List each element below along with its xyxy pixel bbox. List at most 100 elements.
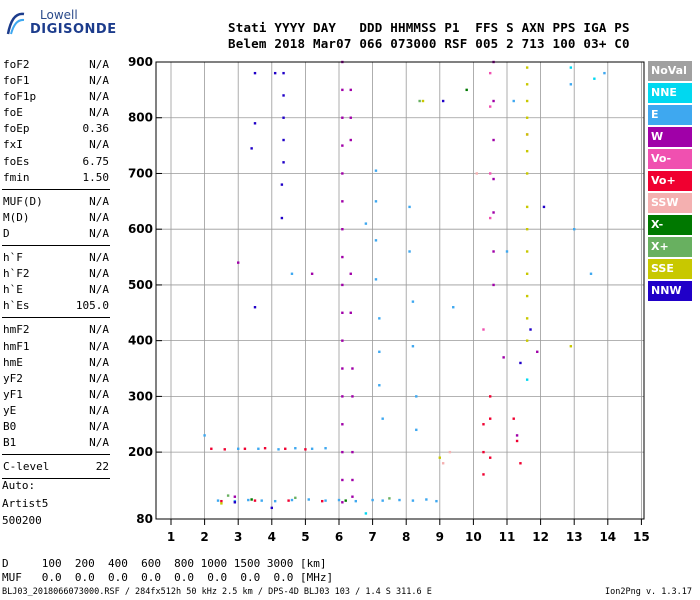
data-point-e (411, 300, 415, 303)
logo-top-text: Lowell (40, 8, 78, 22)
logo-bottom-text: DIGISONDE (30, 22, 117, 37)
data-point-nnw (282, 116, 285, 119)
parameter-row: M(D) N/A (2, 210, 110, 226)
parameter-name: h`F (3, 251, 23, 265)
data-point-nnw (282, 161, 285, 164)
data-point-ssw (475, 172, 478, 175)
parameter-value: N/A (89, 267, 109, 281)
data-point-nnw (270, 506, 273, 510)
plot-frame (155, 61, 645, 520)
data-point-sse (525, 250, 529, 253)
file-id-line: BLJ03_2018066073000.RSF / 284fx512h 50 k… (2, 587, 432, 597)
parameter-value: N/A (89, 403, 109, 417)
data-point-w (233, 495, 237, 498)
data-point-x- (465, 88, 468, 92)
data-point-w (351, 450, 354, 454)
plot-data-points (203, 60, 606, 515)
parameter-name: fmin (3, 170, 30, 184)
data-point-vo- (482, 423, 485, 426)
data-point-sse (525, 99, 529, 103)
y-tick-label: 500 (128, 278, 153, 292)
parameter-row: yF2 N/A (2, 371, 110, 387)
data-point-vo- (489, 172, 492, 175)
data-point-e (378, 350, 381, 354)
parameter-row: foF1p N/A (2, 89, 110, 105)
data-point-e (378, 384, 381, 387)
data-point-w (341, 311, 344, 314)
x-tick-label: 15 (633, 530, 650, 544)
data-point-x- (418, 99, 421, 103)
legend-item: NNE (648, 83, 692, 103)
data-point-e (425, 498, 428, 501)
data-point-e (257, 447, 260, 450)
header-values-row: Belem 2018 Mar07 066 073000 RSF 005 2 71… (228, 36, 630, 51)
x-tick-label: 13 (566, 530, 583, 544)
data-point-nne (364, 512, 368, 515)
data-point-sse (525, 227, 529, 231)
data-point-vo- (284, 447, 287, 450)
parameter-value: N/A (89, 387, 109, 401)
data-point-x- (250, 498, 253, 501)
data-point-sse (525, 205, 529, 209)
data-point-e (354, 499, 357, 503)
data-point-sse (525, 339, 529, 342)
data-point-vo- (489, 105, 492, 108)
x-tick-label: 10 (465, 530, 482, 544)
muf-row: MUF 0.0 0.0 0.0 0.0 0.0 0.0 0.0 0.0 [MHz… (2, 571, 334, 584)
data-point-e (408, 205, 411, 209)
parameter-value: N/A (89, 74, 109, 88)
parameter-value: N/A (89, 210, 109, 224)
parameter-name: M(D) (3, 210, 30, 224)
parameter-name: foF1p (3, 90, 37, 104)
data-point-vo- (321, 499, 324, 503)
data-point-w (536, 350, 539, 354)
data-point-nnw (282, 138, 285, 142)
parameter-name: C-level (3, 460, 50, 474)
parameter-row: yF1 N/A (2, 387, 110, 403)
parameter-name: B0 (3, 419, 17, 433)
data-point-nnw (280, 216, 284, 220)
data-point-e (505, 250, 509, 253)
parameter-name: h`E (3, 283, 23, 297)
data-point-ssw (448, 450, 452, 454)
legend-item: NNW (648, 281, 692, 301)
parameter-value: N/A (89, 323, 109, 337)
parameter-row: foE N/A (2, 105, 110, 121)
data-point-e (247, 498, 250, 502)
data-point-sse (438, 456, 441, 459)
data-point-w (341, 172, 344, 175)
parameter-value: N/A (89, 355, 109, 369)
x-tick-label: 11 (499, 530, 516, 544)
data-point-w (341, 450, 344, 454)
data-point-e (411, 499, 415, 502)
legend-item: X- (648, 215, 692, 235)
data-point-e (573, 227, 576, 231)
parameter-value: N/A (89, 194, 109, 208)
x-tick-label: 2 (200, 530, 208, 544)
data-point-e (569, 83, 573, 86)
parameter-name: h`Es (3, 299, 30, 313)
data-point-e (603, 71, 606, 75)
parameter-name: yF2 (3, 371, 23, 385)
data-point-e (378, 317, 381, 320)
parameter-name: D (3, 226, 10, 240)
parameter-row: foEp 0.36 (2, 121, 110, 137)
data-point-e (294, 447, 297, 450)
parameter-row: foF2 N/A (2, 57, 110, 73)
data-point-w (492, 138, 495, 142)
data-point-w (237, 261, 240, 264)
data-point-vo- (482, 328, 485, 331)
parameter-row: B1 N/A (2, 435, 110, 451)
data-point-sse (421, 99, 425, 103)
x-tick-label: 7 (368, 530, 376, 544)
data-point-w (351, 367, 354, 370)
parameter-name: foEs (3, 154, 30, 168)
parameter-name: hmF1 (3, 339, 30, 353)
parameter-value: N/A (89, 251, 109, 265)
data-point-e (364, 222, 368, 225)
data-point-nnw (282, 94, 285, 97)
data-point-e (589, 272, 593, 275)
parameter-value: N/A (89, 106, 109, 120)
data-point-e (216, 499, 220, 502)
data-point-w (492, 211, 495, 214)
